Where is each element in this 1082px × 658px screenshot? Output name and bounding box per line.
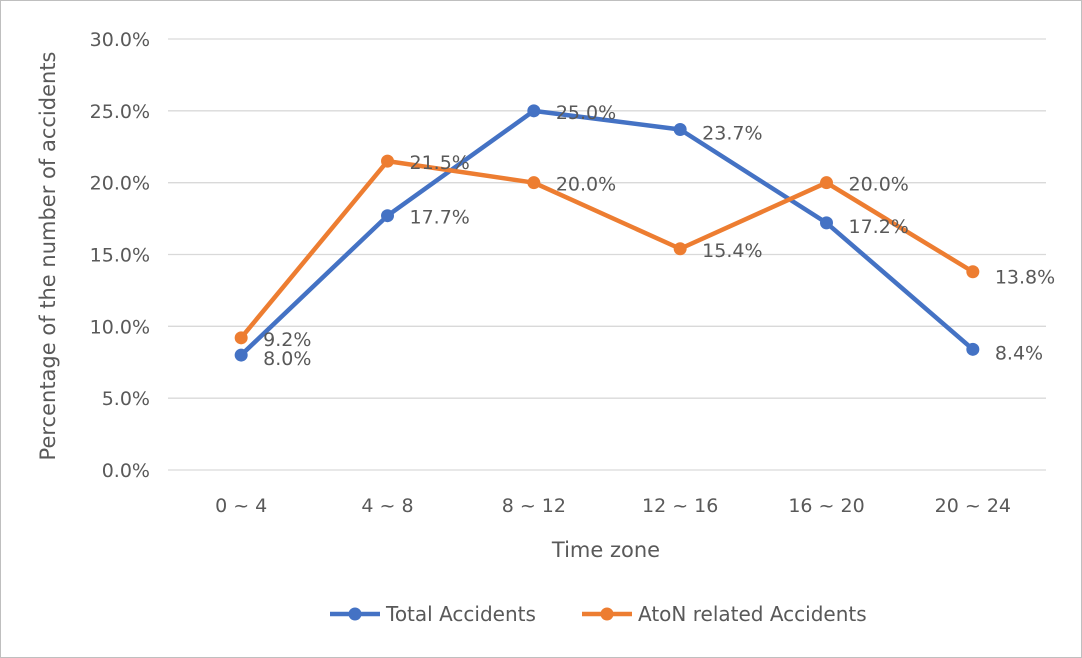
data-point: [820, 176, 833, 190]
data-point: [234, 348, 248, 362]
data-label: 8.4%: [995, 342, 1043, 364]
legend-label: Total Accidents: [385, 602, 536, 626]
legend-item: Total Accidents: [330, 602, 536, 626]
data-label: 17.7%: [410, 207, 470, 229]
data-point: [820, 216, 833, 230]
x-tick-label: 20 ~ 24: [935, 495, 1011, 517]
y-tick-label: 15.0%: [90, 245, 150, 267]
data-label: 8.0%: [263, 348, 311, 370]
series-line: [238, 108, 976, 358]
series-0: [234, 104, 980, 362]
x-axis-ticks: 0 ~ 4 4 ~ 8 8 ~ 12 12 ~ 16 16 ~ 20 20 ~ 24: [215, 495, 1011, 517]
data-point: [381, 209, 394, 223]
y-tick-label: 30.0%: [90, 29, 150, 51]
data-point: [966, 265, 980, 279]
data-label: 21.5%: [410, 152, 470, 174]
y-tick-label: 25.0%: [90, 101, 150, 123]
data-point: [527, 104, 541, 118]
y-tick-label: 0.0%: [102, 460, 150, 482]
data-point: [966, 342, 980, 356]
data-label: 15.4%: [702, 240, 762, 262]
y-tick-label: 10.0%: [90, 316, 150, 338]
data-label: 17.2%: [849, 216, 909, 238]
data-label: 20.0%: [556, 174, 616, 196]
y-tick-label: 20.0%: [90, 173, 150, 195]
data-point: [234, 331, 248, 345]
x-tick-label: 4 ~ 8: [361, 495, 413, 517]
data-label: 13.8%: [995, 267, 1055, 289]
series-1: [234, 154, 980, 345]
x-tick-label: 0 ~ 4: [215, 495, 267, 517]
data-label: 25.0%: [556, 102, 616, 124]
legend-marker: [600, 607, 614, 621]
data-labels: 8.0% 17.7% 25.0% 23.7% 17.2% 8.4% 9.2% 21.5% 20.…: [263, 102, 1055, 370]
data-point: [673, 123, 687, 137]
legend-marker: [348, 607, 362, 621]
x-tick-label: 12 ~ 16: [642, 495, 718, 517]
data-label: 20.0%: [849, 174, 909, 196]
legend-item: AtoN related Accidents: [582, 602, 867, 626]
data-point: [527, 176, 541, 190]
data-point: [673, 242, 687, 256]
series-lines: [234, 104, 980, 362]
gridlines: [168, 38, 1046, 471]
x-tick-label: 16 ~ 20: [788, 495, 864, 517]
data-point: [381, 154, 394, 168]
legend-label: AtoN related Accidents: [638, 602, 867, 626]
data-label: 9.2%: [263, 329, 311, 351]
y-axis-title: Percentage of the number of accidents: [36, 52, 60, 461]
x-tick-label: 8 ~ 12: [502, 495, 566, 517]
series-line: [238, 158, 976, 341]
legend: Total Accidents AtoN related Accidents: [330, 602, 867, 626]
y-tick-label: 5.0%: [102, 388, 150, 410]
data-label: 23.7%: [702, 123, 762, 145]
y-axis-ticks: 0.0% 5.0% 10.0% 15.0% 20.0% 25.0% 30.0%: [90, 29, 150, 482]
x-axis-title: Time zone: [551, 538, 660, 562]
